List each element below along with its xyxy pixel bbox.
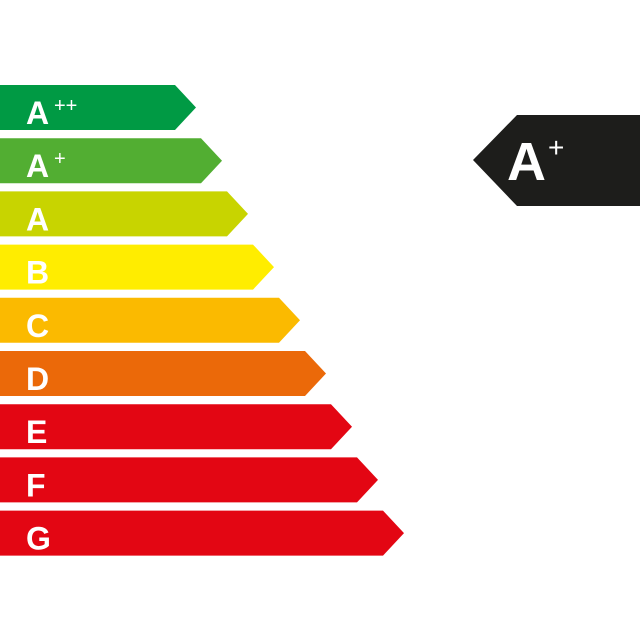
- bar-arrow: [0, 244, 274, 290]
- bar-arrow: [0, 510, 404, 556]
- energy-class-bar: C: [0, 297, 300, 344]
- bar-class-sup: ++: [54, 95, 77, 117]
- bar-class-label: G: [26, 521, 51, 557]
- energy-class-bar: B: [0, 244, 274, 291]
- energy-class-bar: F: [0, 457, 378, 503]
- bar-class-label: E: [26, 414, 47, 450]
- bar-arrow: [0, 138, 222, 184]
- bar-arrow: [0, 191, 248, 237]
- bar-class-label: B: [26, 255, 49, 291]
- bar-class-label: D: [26, 361, 49, 397]
- bar-class-label: A: [26, 201, 49, 237]
- bar-arrow: [0, 351, 326, 396]
- rating-arrow: [473, 115, 640, 206]
- bar-arrow: [0, 297, 300, 343]
- energy-class-bar: A ++: [0, 85, 196, 131]
- bar-arrow: [0, 457, 378, 503]
- energy-class-bar: A: [0, 191, 248, 237]
- energy-class-bar: A +: [0, 138, 222, 184]
- bar-arrow: [0, 85, 196, 130]
- bar-class-sup: +: [54, 148, 66, 170]
- energy-class-bar: E: [0, 404, 352, 450]
- bar-class-label: F: [26, 467, 46, 503]
- bar-class-label: A: [26, 95, 49, 131]
- rating-sup: +: [548, 132, 564, 163]
- bar-class-label: A: [26, 148, 49, 184]
- bar-arrow: [0, 404, 352, 450]
- bar-class-label: C: [26, 308, 49, 344]
- rating-class: A: [507, 132, 546, 192]
- energy-class-bar: G: [0, 510, 404, 557]
- energy-class-bar: D: [0, 351, 326, 397]
- rating-indicator: A +: [473, 115, 640, 206]
